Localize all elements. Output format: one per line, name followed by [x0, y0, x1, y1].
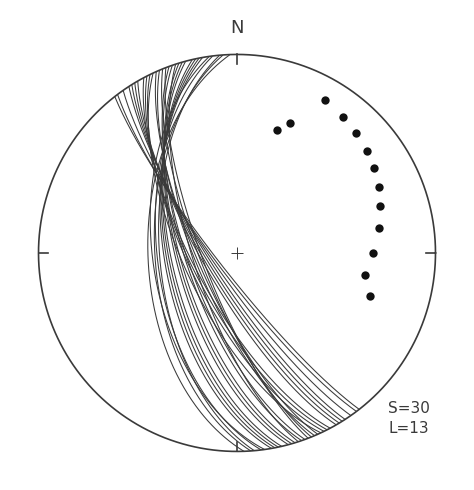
Text: S=30
L=13: S=30 L=13	[388, 401, 429, 436]
Text: N: N	[230, 19, 244, 37]
